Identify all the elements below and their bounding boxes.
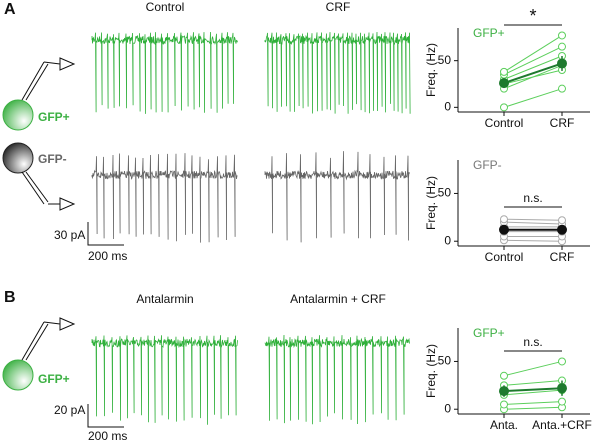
trace-title: Antalarmin bbox=[136, 292, 193, 306]
trace-title: Antalarmin + CRF bbox=[290, 292, 386, 306]
chart-label: GFP+ bbox=[473, 26, 505, 40]
cell-point bbox=[558, 216, 566, 225]
mean-line bbox=[503, 387, 563, 393]
cell-point bbox=[558, 397, 566, 406]
trace bbox=[91, 153, 238, 243]
x-tick-label: Anta. bbox=[490, 418, 518, 432]
trace bbox=[91, 335, 238, 425]
cell-point bbox=[500, 371, 508, 380]
cell-line bbox=[503, 69, 563, 85]
panel-label: A bbox=[4, 1, 16, 18]
mean-point bbox=[557, 58, 567, 69]
cell-line bbox=[503, 239, 563, 242]
y-axis-label: Freq. (Hz) bbox=[424, 43, 438, 97]
scale-amplitude: 20 pA bbox=[54, 403, 85, 417]
cell-line bbox=[503, 46, 563, 76]
mean-point bbox=[499, 78, 509, 89]
y-tick-label: 50 bbox=[438, 186, 452, 200]
annotation: n.s. bbox=[523, 191, 542, 205]
panel-label: B bbox=[4, 289, 16, 306]
cell-line bbox=[503, 55, 563, 80]
x-tick-label: Control bbox=[485, 116, 524, 130]
chart-label: GFP- bbox=[473, 158, 502, 172]
mean-point bbox=[499, 224, 509, 235]
x-tick-label: Control bbox=[485, 250, 524, 264]
mean-point bbox=[557, 224, 567, 235]
cell-icons bbox=[2, 57, 76, 391]
cell-point bbox=[500, 215, 508, 224]
cell-point bbox=[558, 84, 566, 93]
y-tick-label: 0 bbox=[444, 233, 451, 247]
cell-point bbox=[558, 31, 566, 40]
cell-line bbox=[503, 360, 563, 377]
cell-line bbox=[503, 389, 563, 396]
cell-line bbox=[503, 221, 563, 225]
scale-time: 200 ms bbox=[88, 249, 127, 263]
cell-label: GFP+ bbox=[38, 372, 70, 386]
y-axis-label: Freq. (Hz) bbox=[424, 344, 438, 398]
annotation: * bbox=[529, 6, 536, 26]
cell-line bbox=[503, 406, 563, 410]
y-tick-label: 50 bbox=[438, 53, 452, 67]
mean-point bbox=[557, 383, 567, 394]
y-tick-label: 0 bbox=[444, 401, 451, 415]
cell-line bbox=[503, 35, 563, 73]
cell-point bbox=[500, 103, 508, 112]
y-tick-label: 0 bbox=[444, 100, 451, 114]
chart-label: GFP+ bbox=[473, 326, 505, 340]
annotation: n.s. bbox=[523, 335, 542, 349]
x-tick-label: CRF bbox=[550, 250, 575, 264]
y-axis-label: Freq. (Hz) bbox=[424, 176, 438, 230]
scale-bar bbox=[87, 222, 124, 428]
cell-line bbox=[503, 380, 563, 386]
scale-time: 200 ms bbox=[88, 429, 127, 442]
cell-label: GFP+ bbox=[38, 110, 70, 124]
mean-line bbox=[503, 62, 563, 85]
trace-title: Control bbox=[146, 0, 185, 14]
cell-point bbox=[500, 67, 508, 76]
mean-point bbox=[499, 386, 509, 397]
cell-line bbox=[503, 218, 563, 221]
x-tick-label: Anta.+CRF bbox=[532, 418, 592, 432]
y-tick-label: 50 bbox=[438, 354, 452, 368]
trace-title: CRF bbox=[326, 0, 351, 14]
trace bbox=[264, 31, 411, 114]
cell-point bbox=[558, 357, 566, 366]
scale-amplitude: 30 pA bbox=[54, 228, 85, 242]
cell-line bbox=[503, 88, 563, 108]
x-tick-label: CRF bbox=[550, 116, 575, 130]
cell-line bbox=[503, 401, 563, 405]
trace bbox=[264, 334, 410, 425]
cell-label: GFP- bbox=[38, 152, 67, 166]
cell-point bbox=[500, 400, 508, 409]
cell-point bbox=[558, 42, 566, 51]
trace bbox=[264, 151, 410, 243]
trace bbox=[91, 31, 238, 114]
